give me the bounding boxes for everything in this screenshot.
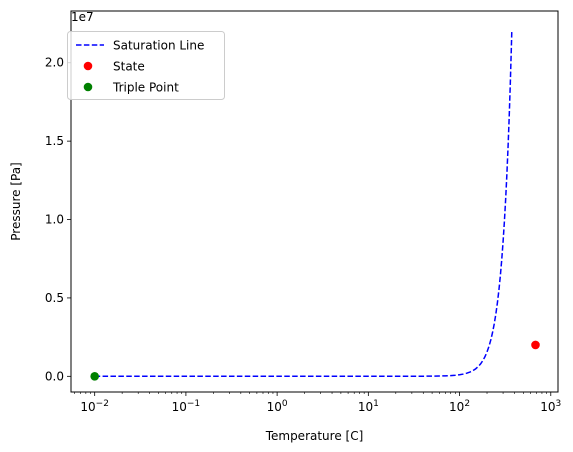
state-point [531,340,540,350]
x-tick-label: 10−2 [80,399,109,414]
legend-label: Triple Point [112,81,179,95]
legend-box [67,31,225,100]
x-tick-label: 10−1 [172,399,201,414]
x-tick-label: 101 [358,399,379,414]
axes: 0.0 0.5 1.0 1.5 2.0 10−2 10−1 100 101 102 103 [45,56,561,414]
x-tick-label: 103 [540,399,561,414]
plot-frame [70,10,559,393]
triple-point-point [90,372,99,381]
x-tick-label: 100 [267,399,288,414]
y-tick-label: 1.5 [45,134,64,148]
y-offset-label: 1e7 [71,10,94,24]
legend-swatch-marker [83,61,93,71]
y-tick-label: 2.0 [45,56,64,70]
y-tick-label: 0.0 [45,369,64,383]
legend-label: Saturation Line [113,39,204,53]
x-axis-label: Temperature [C] [265,429,364,443]
saturation-line [94,30,513,378]
legend: Saturation Line State Triple Point [67,31,225,100]
y-tick-label: 1.0 [45,213,64,227]
y-tick-label: 0.5 [45,291,64,305]
y-axis-label: Pressure [Pa] [9,162,23,240]
legend-swatch-marker [83,82,93,92]
legend-label: State [113,60,145,74]
data-marks [90,30,540,381]
x-tick-label: 102 [449,399,470,414]
